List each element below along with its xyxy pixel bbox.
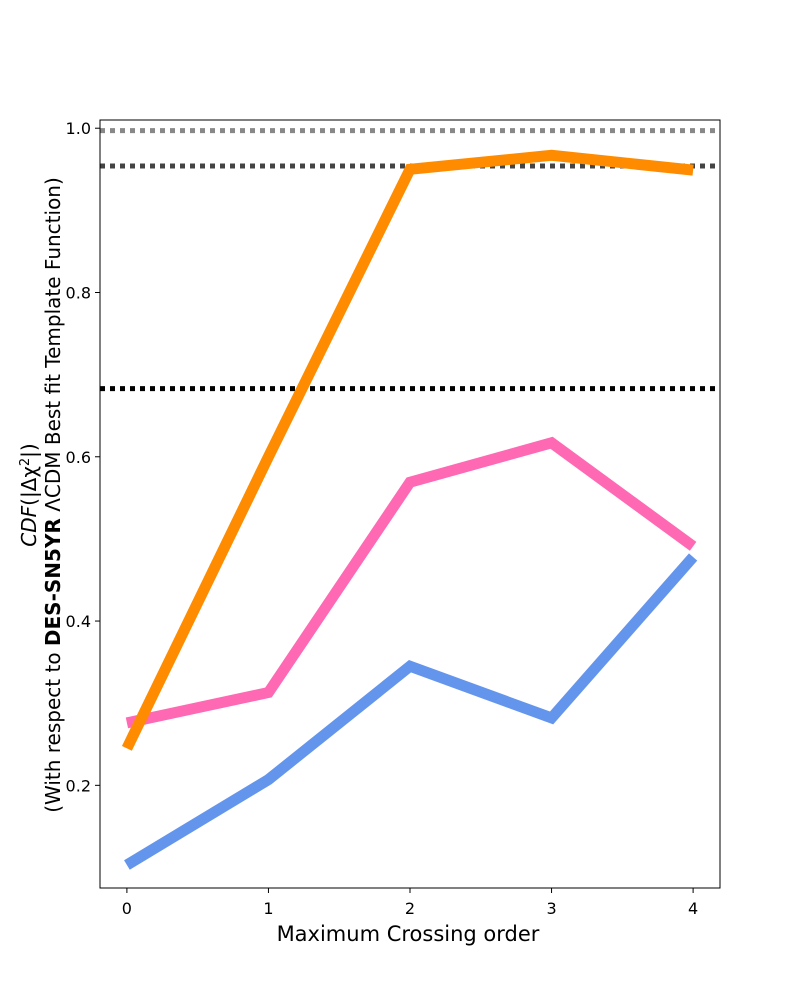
x-tick-label: 3: [546, 899, 556, 918]
x-tick-label: 1: [263, 899, 273, 918]
x-tick-label: 0: [122, 899, 132, 918]
series-line-2: [121, 149, 694, 751]
y-axis-title: CDF(|Δχ2|) (With respect to DES-SN5YR ΛC…: [17, 177, 65, 813]
series-line-1: [125, 436, 697, 729]
y-tick-label: 0.4: [66, 612, 91, 631]
y-tick-label: 0.2: [66, 776, 91, 795]
x-tick-label: 4: [688, 899, 698, 918]
y-axis-title-line2: (With respect to DES-SN5YR ΛCDM Best fit…: [41, 177, 65, 813]
x-tick-label: 2: [405, 899, 415, 918]
y-tick-label: 0.8: [66, 283, 91, 302]
y-tick-label: 0.6: [66, 448, 91, 467]
y-axis-title-line1: CDF(|Δχ2|): [17, 443, 41, 546]
x-axis-title: Maximum Crossing order: [277, 922, 540, 946]
y-tick-label: 1.0: [66, 119, 91, 138]
series-line-0: [124, 553, 698, 870]
